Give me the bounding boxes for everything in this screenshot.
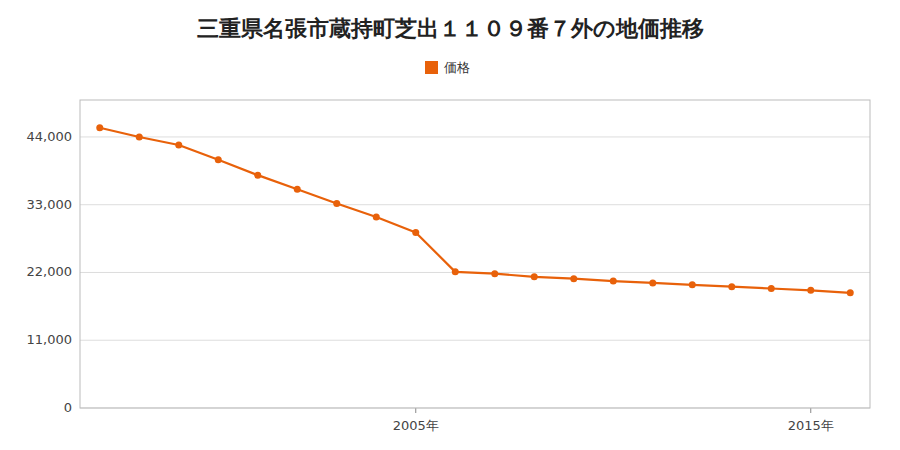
- legend-swatch: [425, 61, 438, 74]
- marker: [215, 156, 222, 163]
- legend-label: 価格: [444, 60, 470, 75]
- y-tick-label: 11,000: [27, 332, 73, 347]
- grid-line: [80, 204, 870, 205]
- plot-frame: [80, 100, 870, 408]
- marker: [333, 200, 340, 207]
- marker: [689, 281, 696, 288]
- marker: [96, 124, 103, 131]
- marker: [452, 268, 459, 275]
- marker: [847, 289, 854, 296]
- y-tick-label: 0: [64, 400, 72, 415]
- marker: [531, 273, 538, 280]
- marker: [807, 287, 814, 294]
- marker: [610, 278, 617, 285]
- marker: [570, 275, 577, 282]
- marker: [768, 285, 775, 292]
- y-tick-label: 22,000: [27, 264, 73, 279]
- marker: [294, 186, 301, 193]
- marker: [491, 270, 498, 277]
- marker: [649, 279, 656, 286]
- y-tick-label: 33,000: [27, 197, 73, 212]
- title: 三重県名張市蔵持町芝出１１０９番７外の地価推移: [197, 16, 704, 41]
- grid-line: [80, 136, 870, 137]
- marker: [728, 283, 735, 290]
- grid-line: [80, 340, 870, 341]
- y-axis: 0 11,000 22,000 33,000 44,000: [27, 129, 871, 415]
- y-tick-label: 44,000: [27, 129, 73, 144]
- x-tick: [810, 408, 811, 413]
- x-tick-label: 2015年: [788, 418, 834, 433]
- x-tick: [415, 408, 416, 413]
- x-axis: 2005年 2015年: [393, 408, 834, 433]
- x-tick-label: 2005年: [393, 418, 439, 433]
- marker: [175, 141, 182, 148]
- marker: [373, 214, 380, 221]
- line: [100, 128, 851, 293]
- chart: 三重県名張市蔵持町芝出１１０９番７外の地価推移 0 11,000 22,000 33,0…: [0, 0, 900, 450]
- marker: [136, 133, 143, 140]
- plot-area: [96, 124, 854, 296]
- marker: [412, 229, 419, 236]
- marker: [254, 172, 261, 179]
- legend: 価格: [425, 60, 470, 75]
